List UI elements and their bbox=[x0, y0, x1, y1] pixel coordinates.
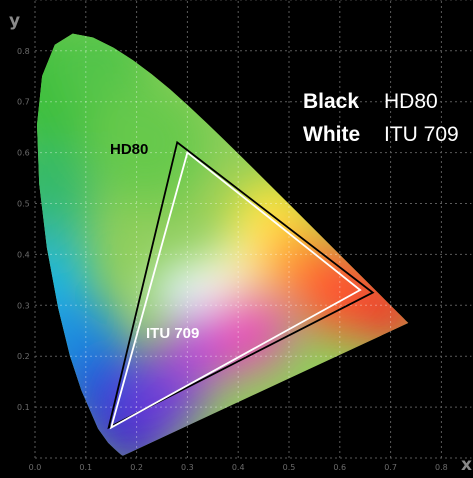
color-blob bbox=[37, 142, 96, 245]
legend-key-black: Black bbox=[303, 90, 359, 113]
legend: Black HD80 White ITU 709 bbox=[303, 90, 459, 146]
color-blob bbox=[202, 254, 244, 296]
x-tick-label: 0.2 bbox=[130, 463, 143, 472]
x-tick-label: 0.6 bbox=[333, 463, 346, 472]
legend-value-hd80: HD80 bbox=[384, 90, 438, 113]
y-tick-label: 0.4 bbox=[17, 250, 30, 259]
triangle-label-itu709: ITU 709 bbox=[146, 325, 199, 342]
gamut-triangle-itu-709 bbox=[109, 151, 362, 430]
legend-key-white: White bbox=[303, 123, 360, 146]
legend-value-itu709: ITU 709 bbox=[384, 123, 459, 146]
y-tick-label: 0.7 bbox=[17, 98, 30, 107]
x-tick-label: 0.0 bbox=[29, 463, 42, 472]
color-blob bbox=[151, 264, 203, 316]
color-blob bbox=[85, 81, 208, 204]
gamut-triangle-hd80 bbox=[107, 140, 375, 430]
y-tick-label: 0.3 bbox=[17, 301, 30, 310]
y-tick-label: 0.2 bbox=[17, 352, 30, 361]
x-tick-label: 0.7 bbox=[384, 463, 397, 472]
x-tick-label: 0.5 bbox=[283, 463, 296, 472]
x-tick-label: 0.8 bbox=[435, 463, 448, 472]
y-tick-label: 0.5 bbox=[17, 200, 30, 209]
x-axis-label: x bbox=[461, 455, 472, 475]
gamut-triangles: HD80 ITU 709 bbox=[107, 140, 375, 430]
y-tick-label: 0.1 bbox=[17, 403, 30, 412]
x-tick-label: 0.1 bbox=[79, 463, 92, 472]
color-blob bbox=[207, 290, 289, 372]
y-axis-label: y bbox=[9, 11, 20, 31]
x-tick-label: 0.4 bbox=[232, 463, 245, 472]
y-tick-label: 0.6 bbox=[17, 149, 30, 158]
y-tick-label: 0.8 bbox=[17, 47, 30, 56]
triangle-label-hd80: HD80 bbox=[110, 141, 148, 158]
x-tick-label: 0.3 bbox=[181, 463, 194, 472]
tick-labels: 0.0 0.1 0.2 0.3 0.4 0.5 0.6 0.7 0.8 0.1 0.2 0.3 0.4 0… bbox=[17, 47, 448, 472]
